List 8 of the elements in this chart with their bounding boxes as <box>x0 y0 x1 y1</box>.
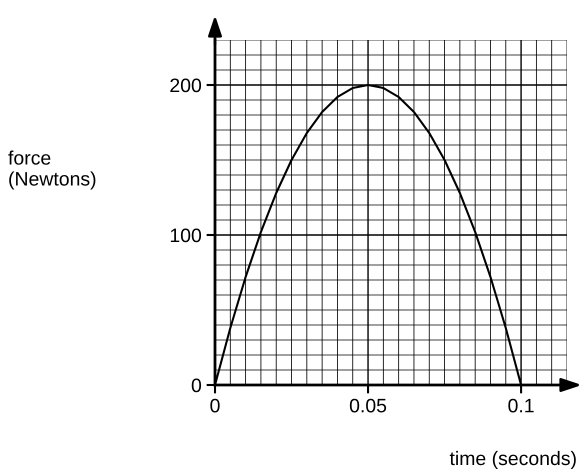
x-axis-title: time (seconds) <box>450 450 576 470</box>
x-tick-label: 0.1 <box>508 398 534 412</box>
y-tick-label: 100 <box>170 228 202 242</box>
y-axis-title: force (Newtons) <box>8 150 96 190</box>
x-tick-label: 0 <box>210 398 220 412</box>
y-tick-label: 200 <box>170 78 202 92</box>
x-tick-label: 0.05 <box>350 398 386 412</box>
y-tick-label: 0 <box>192 378 202 392</box>
